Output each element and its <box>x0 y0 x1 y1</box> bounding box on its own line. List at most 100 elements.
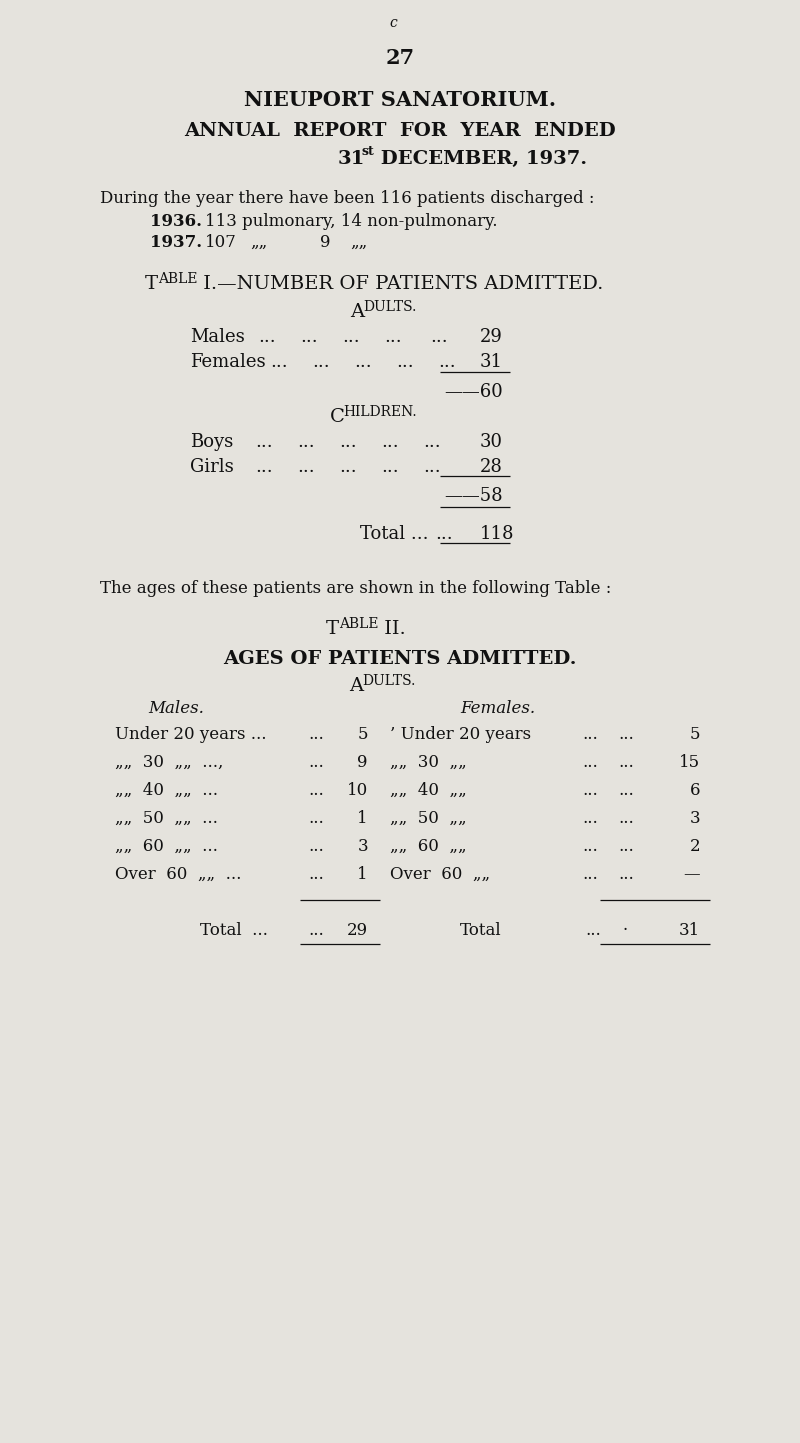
Text: 9: 9 <box>358 755 368 771</box>
Text: „„  40  „„: „„ 40 „„ <box>390 782 466 799</box>
Text: 1: 1 <box>358 866 368 883</box>
Text: ...: ... <box>582 726 598 743</box>
Text: HILDREN.: HILDREN. <box>343 405 417 418</box>
Text: ...: ... <box>618 838 634 856</box>
Text: 28: 28 <box>480 457 503 476</box>
Text: ...: ... <box>308 922 324 939</box>
Text: Females.: Females. <box>460 700 535 717</box>
Text: A: A <box>349 677 363 696</box>
Text: T: T <box>145 276 158 293</box>
Text: During the year there have been 116 patients discharged :: During the year there have been 116 pati… <box>100 190 594 206</box>
Text: DULTS.: DULTS. <box>362 674 415 688</box>
Text: 1: 1 <box>358 810 368 827</box>
Text: ...: ... <box>618 782 634 799</box>
Text: 29: 29 <box>347 922 368 939</box>
Text: 31: 31 <box>678 922 700 939</box>
Text: C: C <box>330 408 345 426</box>
Text: ...: ... <box>255 433 273 452</box>
Text: ...: ... <box>430 328 448 346</box>
Text: 29: 29 <box>480 328 503 346</box>
Text: Total  ...: Total ... <box>200 922 268 939</box>
Text: st: st <box>362 144 374 157</box>
Text: ——60: ——60 <box>444 382 502 401</box>
Text: A: A <box>350 303 364 320</box>
Text: „„  30  „„: „„ 30 „„ <box>390 755 466 771</box>
Text: Females: Females <box>190 354 266 371</box>
Text: 2: 2 <box>690 838 700 856</box>
Text: ...: ... <box>297 433 314 452</box>
Text: ...: ... <box>339 433 357 452</box>
Text: 15: 15 <box>679 755 700 771</box>
Text: ...: ... <box>585 922 601 939</box>
Text: ...: ... <box>270 354 288 371</box>
Text: c: c <box>389 16 397 30</box>
Text: ’ Under 20 years: ’ Under 20 years <box>390 726 531 743</box>
Text: Males: Males <box>190 328 245 346</box>
Text: ...: ... <box>300 328 318 346</box>
Text: ...: ... <box>354 354 372 371</box>
Text: „„  50  „„: „„ 50 „„ <box>390 810 466 827</box>
Text: ...: ... <box>258 328 276 346</box>
Text: ...: ... <box>308 755 324 771</box>
Text: ...: ... <box>381 433 398 452</box>
Text: 27: 27 <box>386 48 414 68</box>
Text: ...: ... <box>308 726 324 743</box>
Text: ...: ... <box>297 457 314 476</box>
Text: Total: Total <box>460 922 502 939</box>
Text: Girls: Girls <box>190 457 234 476</box>
Text: II.: II. <box>378 620 406 638</box>
Text: 6: 6 <box>690 782 700 799</box>
Text: 107: 107 <box>205 234 237 251</box>
Text: I.—NUMBER OF PATIENTS ADMITTED.: I.—NUMBER OF PATIENTS ADMITTED. <box>197 276 603 293</box>
Text: ...: ... <box>582 755 598 771</box>
Text: ...: ... <box>438 354 456 371</box>
Text: 1936.: 1936. <box>150 214 202 229</box>
Text: ...: ... <box>618 810 634 827</box>
Text: 9: 9 <box>320 234 330 251</box>
Text: ...: ... <box>423 457 441 476</box>
Text: ·: · <box>622 922 627 939</box>
Text: 5: 5 <box>358 726 368 743</box>
Text: 1937.: 1937. <box>150 234 202 251</box>
Text: ...: ... <box>312 354 330 371</box>
Text: Males.: Males. <box>148 700 204 717</box>
Text: ...: ... <box>255 457 273 476</box>
Text: 31: 31 <box>480 354 503 371</box>
Text: T: T <box>326 620 339 638</box>
Text: The ages of these patients are shown in the following Table :: The ages of these patients are shown in … <box>100 580 611 597</box>
Text: „„  30  „„  ...,: „„ 30 „„ ..., <box>115 755 223 771</box>
Text: ...: ... <box>342 328 360 346</box>
Text: „„  50  „„  ...: „„ 50 „„ ... <box>115 810 218 827</box>
Text: ...: ... <box>308 782 324 799</box>
Text: Under 20 years ...: Under 20 years ... <box>115 726 266 743</box>
Text: ...: ... <box>308 866 324 883</box>
Text: ...: ... <box>384 328 402 346</box>
Text: ABLE: ABLE <box>339 618 378 631</box>
Text: AGES OF PATIENTS ADMITTED.: AGES OF PATIENTS ADMITTED. <box>223 649 577 668</box>
Text: Boys: Boys <box>190 433 234 452</box>
Text: Total ...: Total ... <box>360 525 429 543</box>
Text: ABLE: ABLE <box>158 271 198 286</box>
Text: ...: ... <box>582 810 598 827</box>
Text: ...: ... <box>618 726 634 743</box>
Text: ...: ... <box>308 810 324 827</box>
Text: „„  60  „„: „„ 60 „„ <box>390 838 466 856</box>
Text: 3: 3 <box>690 810 700 827</box>
Text: ...: ... <box>582 838 598 856</box>
Text: DECEMBER, 1937.: DECEMBER, 1937. <box>374 150 587 167</box>
Text: „„: „„ <box>350 234 367 251</box>
Text: „„: „„ <box>250 234 267 251</box>
Text: ...: ... <box>582 782 598 799</box>
Text: NIEUPORT SANATORIUM.: NIEUPORT SANATORIUM. <box>244 89 556 110</box>
Text: ...: ... <box>618 755 634 771</box>
Text: 118: 118 <box>480 525 514 543</box>
Text: ——58: ——58 <box>444 486 502 505</box>
Text: Over  60  „„  ...: Over 60 „„ ... <box>115 866 242 883</box>
Text: DULTS.: DULTS. <box>363 300 416 315</box>
Text: „„  60  „„  ...: „„ 60 „„ ... <box>115 838 218 856</box>
Text: ...: ... <box>381 457 398 476</box>
Text: 5: 5 <box>690 726 700 743</box>
Text: ...: ... <box>308 838 324 856</box>
Text: ...: ... <box>423 433 441 452</box>
Text: 10: 10 <box>346 782 368 799</box>
